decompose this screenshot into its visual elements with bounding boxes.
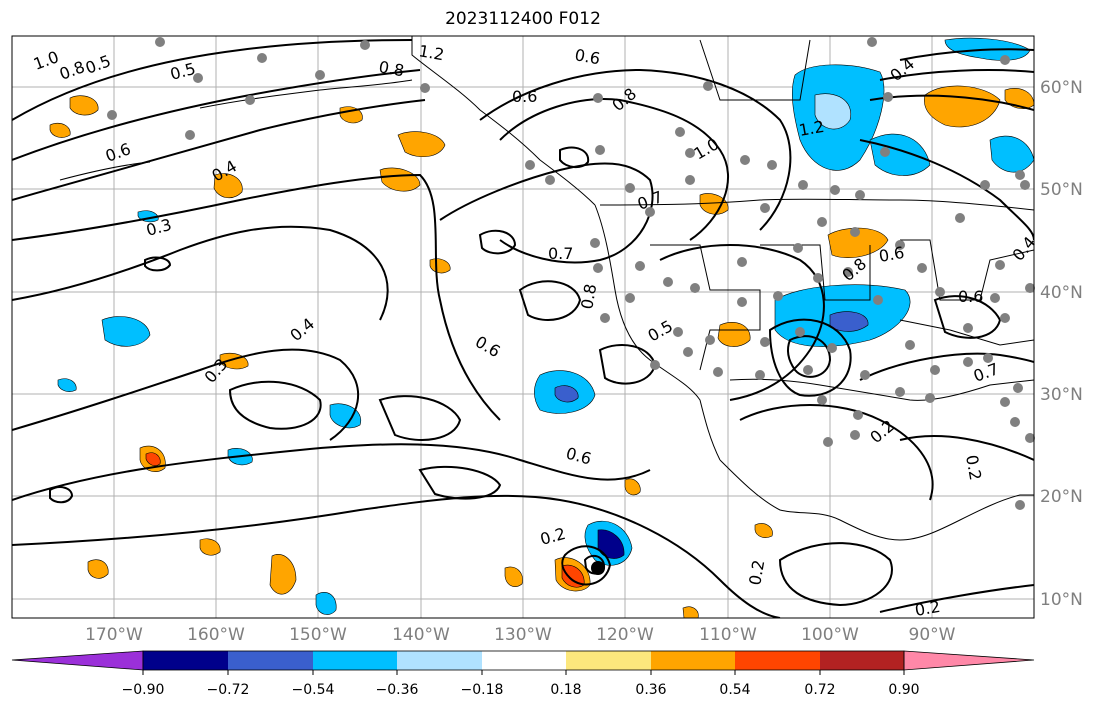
colorbar: −0.90 −0.72 −0.54 −0.36 −0.18 0.18 0.36 …	[11, 650, 1035, 698]
colorbar-segment	[735, 651, 820, 670]
lon-label: 100°W	[801, 625, 859, 645]
colorbar-tick-label: 0.54	[719, 682, 750, 698]
lat-label: 10°N	[1040, 590, 1083, 610]
contour-label: 0.6	[512, 87, 537, 106]
contour-label: 0.6	[573, 45, 601, 68]
contour-label: 1.2	[417, 41, 445, 64]
contour-label: 0.6	[958, 287, 983, 306]
contour-label: 0.7	[548, 244, 573, 263]
colorbar-tick-label: 0.18	[550, 682, 581, 698]
lat-label: 20°N	[1040, 487, 1083, 507]
lon-label: 110°W	[699, 625, 757, 645]
contour-label: 0.8	[577, 282, 600, 310]
coastlines	[59, 36, 1034, 541]
lat-label: 60°N	[1040, 78, 1083, 98]
colorbar-segment	[482, 651, 566, 670]
map-title: 2023112400 F012	[445, 9, 601, 29]
positive-anomaly-patches	[49, 85, 1034, 618]
latitude-labels: 60°N 50°N 40°N 30°N 20°N 10°N	[1040, 78, 1083, 610]
contour-label: 0.6	[877, 243, 905, 266]
low-center-marker	[591, 561, 605, 575]
lon-label: 160°W	[187, 625, 245, 645]
lat-label: 30°N	[1040, 385, 1083, 405]
colorbar-tick-label: 0.90	[888, 682, 919, 698]
colorbar-segment	[820, 651, 904, 670]
lat-label: 40°N	[1040, 283, 1083, 303]
colorbar-segment	[313, 651, 397, 670]
map-frame	[11, 35, 1035, 619]
colorbar-segment	[566, 651, 651, 670]
lon-label: 120°W	[596, 625, 654, 645]
contour-label: 1.2	[797, 117, 825, 140]
contour-label: 0.2	[913, 597, 941, 620]
lat-label: 50°N	[1040, 180, 1083, 200]
longitude-labels: 170°W 160°W 150°W 140°W 130°W 120°W 110°…	[85, 625, 956, 645]
lon-label: 90°W	[909, 625, 956, 645]
colorbar-under-extension	[11, 650, 144, 671]
contour-label: 0.2	[962, 453, 985, 481]
lon-label: 130°W	[494, 625, 552, 645]
contour-label: 0.8	[377, 57, 405, 80]
station-markers	[107, 37, 1035, 510]
colorbar-tick-label: −0.18	[461, 682, 504, 698]
colorbar-tick-label: 0.72	[804, 682, 835, 698]
colorbar-tick-label: −0.72	[207, 682, 250, 698]
contour-labels: 1.0 0.8 0.5 0.5 0.6 0.4 0.3 1.2 0.8 0.6 …	[31, 41, 1040, 620]
colorbar-segment	[143, 651, 228, 670]
colorbar-tick-label: 0.36	[635, 682, 666, 698]
colorbar-segment	[228, 651, 313, 670]
lon-label: 170°W	[85, 625, 143, 645]
colorbar-over-extension	[903, 650, 1035, 671]
colorbar-tick-label: −0.90	[122, 682, 165, 698]
colorbar-tick-label: −0.36	[376, 682, 419, 698]
contour-lines	[12, 39, 1034, 618]
colorbar-tick-label: −0.54	[292, 682, 335, 698]
lon-label: 140°W	[392, 625, 450, 645]
colorbar-segment	[651, 651, 735, 670]
contour-label: 0.2	[745, 558, 768, 586]
lon-label: 150°W	[289, 625, 347, 645]
colorbar-segment	[397, 651, 482, 670]
